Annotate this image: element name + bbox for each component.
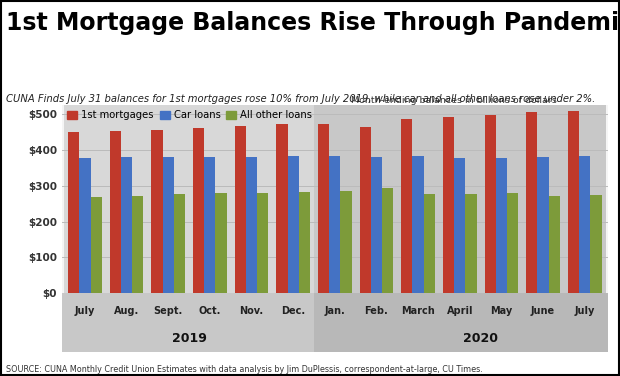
Text: Sept.: Sept. — [154, 306, 183, 316]
Text: CUNA Finds July 31 balances for 1st mortgages rose 10% from July 2019, while car: CUNA Finds July 31 balances for 1st mort… — [6, 94, 595, 104]
Bar — [299, 192, 310, 293]
Bar — [216, 193, 227, 293]
Bar — [314, 293, 608, 352]
Text: Nov.: Nov. — [239, 306, 264, 316]
Bar — [454, 158, 466, 293]
Text: Jan.: Jan. — [324, 306, 345, 316]
Bar — [121, 157, 132, 293]
Bar — [162, 157, 174, 293]
Bar — [204, 157, 216, 293]
Bar — [466, 194, 477, 293]
Bar — [371, 157, 382, 293]
Bar — [68, 132, 79, 293]
Bar — [79, 158, 91, 293]
Bar — [590, 195, 601, 293]
Bar — [62, 293, 314, 352]
Bar — [382, 188, 393, 293]
Bar — [151, 130, 162, 293]
Bar — [360, 127, 371, 293]
Bar — [423, 194, 435, 293]
Text: May: May — [490, 306, 513, 316]
Bar — [193, 128, 204, 293]
Bar — [318, 124, 329, 293]
Bar — [64, 105, 314, 293]
Bar — [412, 156, 423, 293]
Bar — [110, 131, 121, 293]
Text: April: April — [446, 306, 473, 316]
Text: July: July — [575, 306, 595, 316]
Bar — [329, 156, 340, 293]
Bar — [314, 105, 606, 293]
Text: Month-ending balances in billions of dollars: Month-ending balances in billions of dol… — [351, 96, 557, 105]
Bar — [568, 111, 579, 293]
Bar — [538, 157, 549, 293]
Bar — [288, 156, 299, 293]
Bar — [246, 157, 257, 293]
Text: 2019: 2019 — [172, 332, 206, 345]
Bar — [579, 156, 590, 293]
Text: March: March — [401, 306, 435, 316]
Bar — [401, 118, 412, 293]
Bar — [526, 112, 538, 293]
Bar — [443, 117, 454, 293]
Text: 2020: 2020 — [463, 332, 498, 345]
Text: SOURCE: CUNA Monthly Credit Union Estimates with data analysis by Jim DuPlessis,: SOURCE: CUNA Monthly Credit Union Estima… — [6, 365, 483, 374]
Legend: 1st mortgages, Car loans, All other loans: 1st mortgages, Car loans, All other loan… — [67, 110, 312, 120]
Text: Feb.: Feb. — [365, 306, 388, 316]
Bar — [496, 158, 507, 293]
Bar — [277, 124, 288, 293]
Bar — [257, 193, 268, 293]
Text: Dec.: Dec. — [281, 306, 305, 316]
Bar — [549, 196, 560, 293]
Text: 1st Mortgage Balances Rise Through Pandemic: 1st Mortgage Balances Rise Through Pande… — [6, 11, 620, 35]
Bar — [507, 193, 518, 293]
Text: July: July — [75, 306, 95, 316]
Bar — [132, 196, 143, 293]
Bar — [91, 197, 102, 293]
Bar — [174, 194, 185, 293]
Bar — [484, 115, 496, 293]
Bar — [340, 191, 352, 293]
Text: June: June — [531, 306, 555, 316]
Text: Aug.: Aug. — [114, 306, 139, 316]
Bar — [234, 126, 246, 293]
Text: Oct.: Oct. — [198, 306, 221, 316]
